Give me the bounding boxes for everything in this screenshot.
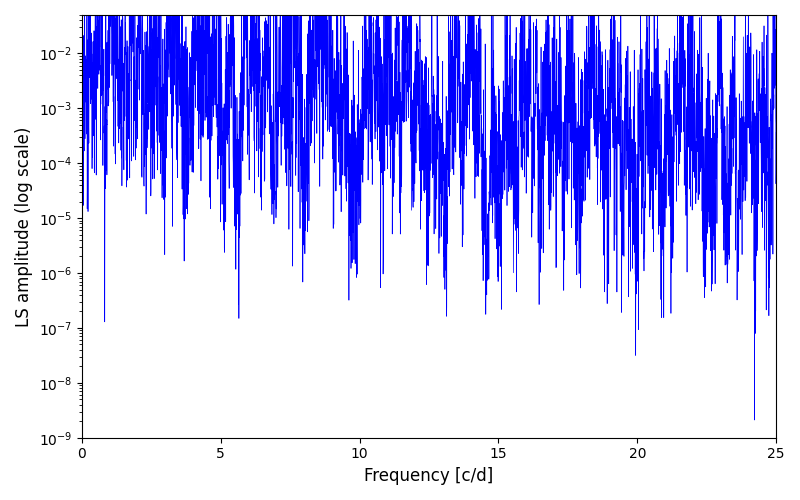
X-axis label: Frequency [c/d]: Frequency [c/d]: [364, 467, 494, 485]
Y-axis label: LS amplitude (log scale): LS amplitude (log scale): [15, 126, 33, 326]
